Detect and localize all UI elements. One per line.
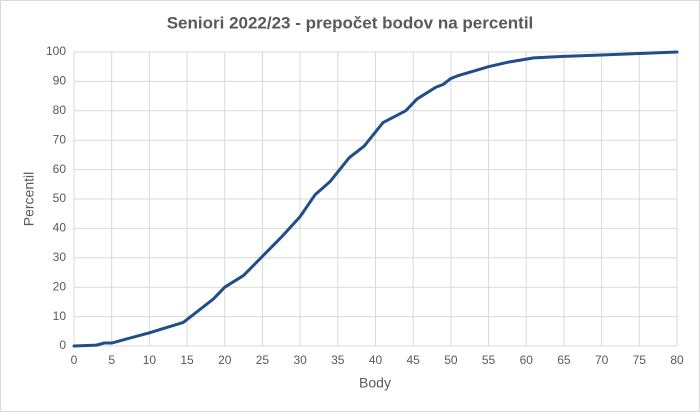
chart-title: Seniori 2022/23 - prepočet bodov na perc…	[167, 13, 534, 32]
y-tick-label: 0	[59, 338, 66, 352]
x-tick-label: 20	[218, 353, 232, 367]
y-axis-title: Percentil	[21, 172, 37, 226]
y-tick-label: 40	[53, 221, 67, 235]
x-tick-label: 70	[595, 353, 609, 367]
y-tick-label: 100	[46, 44, 66, 58]
y-tick-label: 60	[53, 162, 67, 176]
x-axis-title: Body	[359, 375, 391, 391]
x-tick-label: 60	[520, 353, 534, 367]
x-tick-label: 50	[444, 353, 458, 367]
y-tick-label: 20	[53, 279, 67, 293]
x-tick-label: 15	[180, 353, 194, 367]
x-tick-label: 10	[143, 353, 157, 367]
x-tick-label: 0	[71, 353, 78, 367]
x-tick-label: 75	[633, 353, 647, 367]
x-tick-label: 5	[108, 353, 115, 367]
y-tick-label: 80	[53, 103, 67, 117]
x-tick-label: 25	[256, 353, 270, 367]
x-tick-label: 55	[482, 353, 496, 367]
y-tick-label: 50	[53, 191, 67, 205]
y-tick-label: 70	[53, 132, 67, 146]
y-tick-label: 10	[53, 309, 67, 323]
x-tick-label: 45	[407, 353, 421, 367]
y-tick-label: 90	[53, 74, 67, 88]
x-tick-label: 35	[331, 353, 345, 367]
y-tick-label: 30	[53, 250, 67, 264]
x-tick-label: 30	[293, 353, 307, 367]
x-tick-label: 65	[557, 353, 571, 367]
x-tick-label: 40	[369, 353, 383, 367]
line	[72, 50, 679, 348]
x-tick-label: 80	[670, 353, 684, 367]
